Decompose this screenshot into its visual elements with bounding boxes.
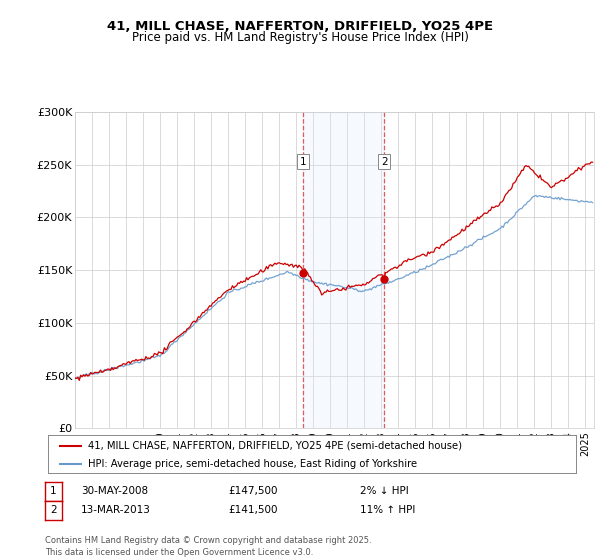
Text: 30-MAY-2008: 30-MAY-2008 — [81, 486, 148, 496]
Text: 1: 1 — [300, 157, 307, 166]
Text: £147,500: £147,500 — [228, 486, 277, 496]
Text: 41, MILL CHASE, NAFFERTON, DRIFFIELD, YO25 4PE: 41, MILL CHASE, NAFFERTON, DRIFFIELD, YO… — [107, 20, 493, 32]
Text: Price paid vs. HM Land Registry's House Price Index (HPI): Price paid vs. HM Land Registry's House … — [131, 31, 469, 44]
Bar — [304, 112, 384, 428]
Text: HPI: Average price, semi-detached house, East Riding of Yorkshire: HPI: Average price, semi-detached house,… — [88, 459, 417, 469]
Text: Contains HM Land Registry data © Crown copyright and database right 2025.
This d: Contains HM Land Registry data © Crown c… — [45, 536, 371, 557]
Text: 2: 2 — [50, 506, 57, 515]
Text: 2: 2 — [381, 157, 388, 166]
Text: 41, MILL CHASE, NAFFERTON, DRIFFIELD, YO25 4PE (semi-detached house): 41, MILL CHASE, NAFFERTON, DRIFFIELD, YO… — [88, 441, 461, 451]
Text: 13-MAR-2013: 13-MAR-2013 — [81, 505, 151, 515]
Text: 1: 1 — [50, 487, 57, 496]
Text: 2% ↓ HPI: 2% ↓ HPI — [360, 486, 409, 496]
Text: £141,500: £141,500 — [228, 505, 277, 515]
Text: 11% ↑ HPI: 11% ↑ HPI — [360, 505, 415, 515]
